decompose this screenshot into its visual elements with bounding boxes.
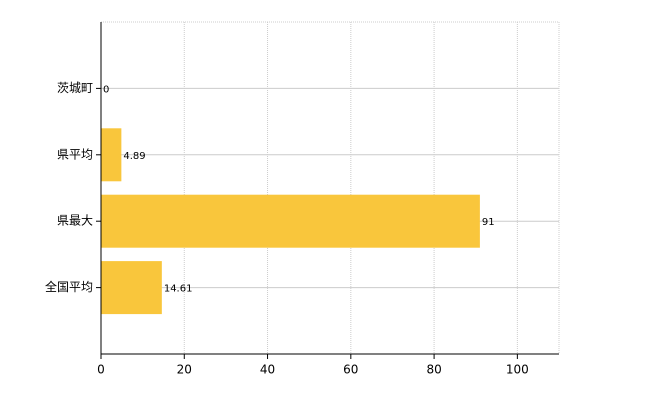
x-tick-label: 80 bbox=[426, 363, 441, 377]
x-tick-label: 100 bbox=[506, 363, 529, 377]
value-label: 0 bbox=[103, 84, 109, 95]
value-label: 4.89 bbox=[123, 151, 145, 162]
bar bbox=[101, 261, 162, 315]
y-tick-label: 県平均 bbox=[57, 147, 93, 161]
x-tick-label: 0 bbox=[97, 363, 105, 377]
bar bbox=[101, 194, 480, 248]
value-label: 91 bbox=[482, 217, 495, 228]
bar bbox=[101, 128, 122, 182]
value-label: 14.61 bbox=[164, 284, 193, 295]
y-tick-label: 県最大 bbox=[57, 214, 93, 228]
x-tick-label: 40 bbox=[260, 363, 275, 377]
x-tick-label: 60 bbox=[343, 363, 358, 377]
y-tick-label: 全国平均 bbox=[45, 279, 93, 294]
x-tick-label: 20 bbox=[177, 363, 192, 377]
y-tick-label: 茨城町 bbox=[57, 81, 93, 95]
